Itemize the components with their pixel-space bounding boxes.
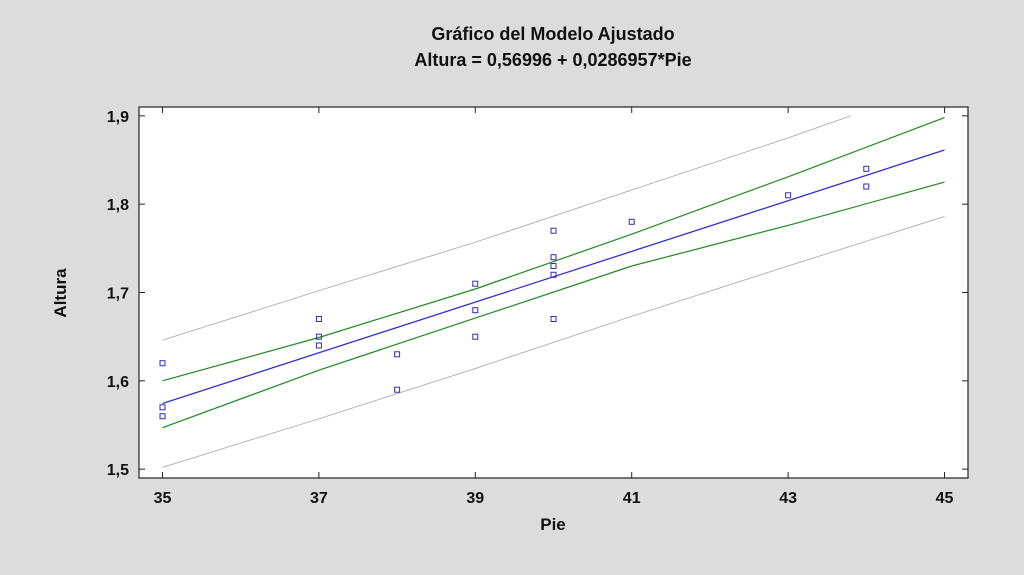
data-point xyxy=(472,307,479,314)
x-tick-label: 41 xyxy=(623,490,641,507)
y-tick-label: 1,7 xyxy=(107,286,129,303)
data-point xyxy=(628,218,635,225)
data-point xyxy=(863,165,870,172)
y-tick-label: 1,5 xyxy=(107,462,129,479)
data-point xyxy=(159,360,166,367)
x-axis-label: Pie xyxy=(540,515,566,534)
x-tick-label: 37 xyxy=(310,490,328,507)
prediction-lower-line xyxy=(162,216,945,468)
data-point xyxy=(550,263,557,269)
data-point xyxy=(550,316,557,322)
fit-line xyxy=(162,149,945,405)
y-tick-label: 1,6 xyxy=(107,374,129,391)
data-point xyxy=(472,333,479,340)
x-tick-label: 43 xyxy=(779,490,797,507)
data-point xyxy=(315,342,322,349)
chart-title: Gráfico del Modelo Ajustado xyxy=(431,24,674,44)
data-point xyxy=(159,404,166,411)
plot-area: 35 37 39 41 43 45 1,5 1,6 1,7 1,8 1,9 xyxy=(107,106,969,507)
prediction-upper-line xyxy=(162,115,851,341)
data-point xyxy=(472,280,479,287)
data-point xyxy=(550,227,557,234)
x-tick-label: 35 xyxy=(154,490,172,507)
data-point xyxy=(315,333,322,340)
data-point xyxy=(863,183,870,190)
x-tick-label: 39 xyxy=(466,490,484,507)
data-point xyxy=(550,271,557,278)
confidence-upper-line xyxy=(162,117,945,382)
y-axis-label: Altura xyxy=(51,268,70,318)
data-point xyxy=(785,192,792,199)
chart-subtitle: Altura = 0,56996 + 0,0286957*Pie xyxy=(414,50,691,70)
data-point xyxy=(315,316,322,322)
data-point xyxy=(394,351,401,358)
y-tick-label: 1,8 xyxy=(107,197,129,214)
confidence-lower-line xyxy=(162,181,945,429)
x-tick-label: 45 xyxy=(936,490,954,507)
data-point xyxy=(159,413,166,420)
y-tick-label: 1,9 xyxy=(107,109,129,126)
data-point xyxy=(394,386,401,393)
data-point xyxy=(550,254,557,261)
